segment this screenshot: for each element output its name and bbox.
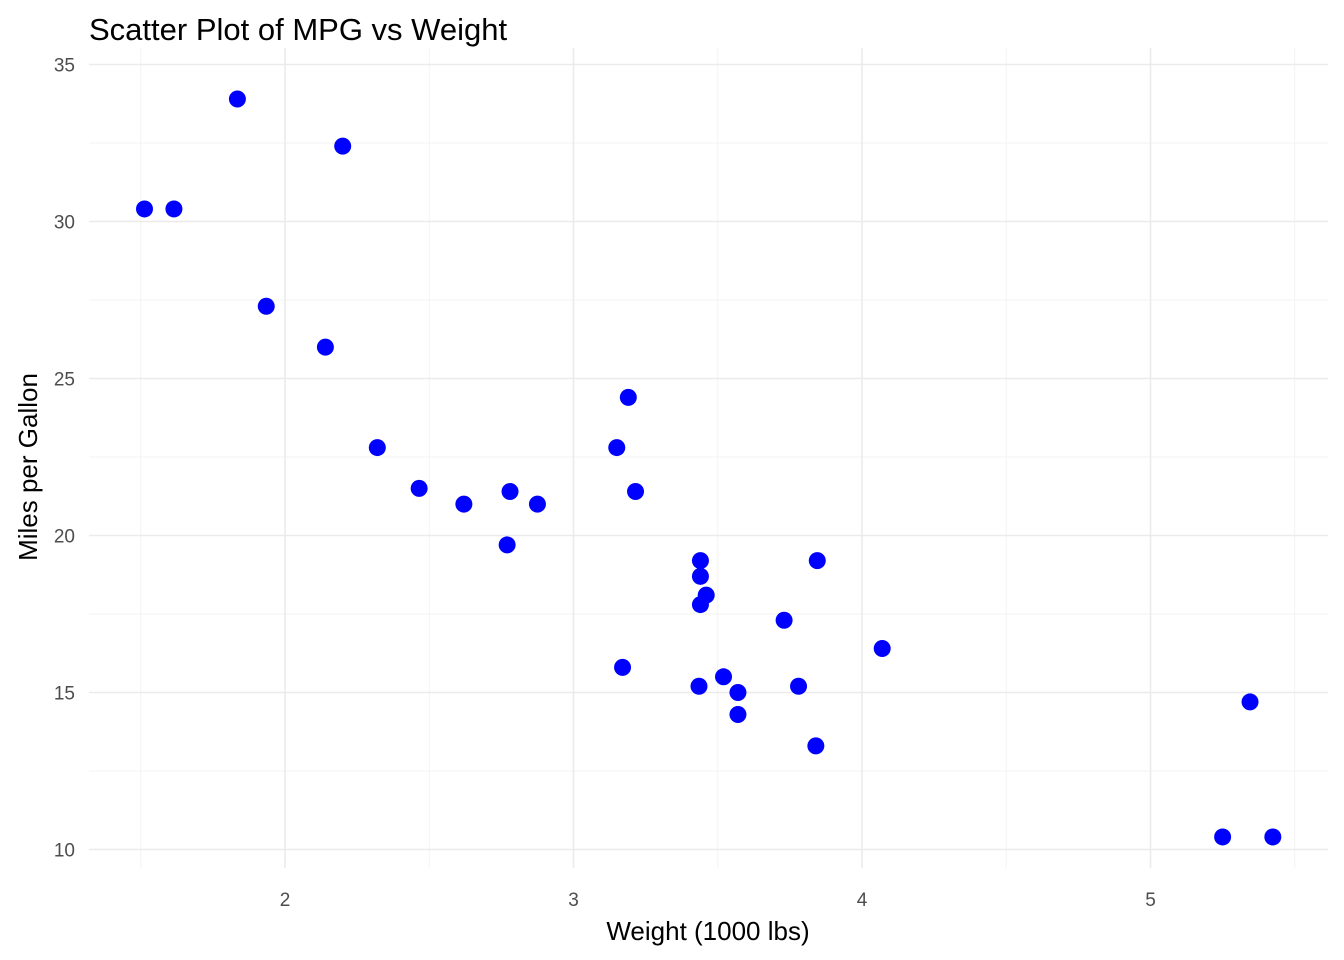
data-point — [1264, 828, 1282, 846]
x-tick-label: 2 — [280, 890, 291, 911]
data-points — [136, 90, 1282, 846]
data-point — [165, 200, 183, 218]
data-point — [528, 495, 546, 513]
data-point — [775, 611, 793, 629]
data-point — [691, 567, 709, 585]
y-axis-title: Miles per Gallon — [13, 373, 43, 561]
data-point — [257, 297, 275, 315]
y-tick-label: 15 — [54, 684, 75, 705]
minor-gridlines — [89, 48, 1328, 868]
y-tick-label: 10 — [54, 841, 75, 862]
y-tick-label: 20 — [54, 527, 75, 548]
data-point — [808, 552, 826, 570]
data-point — [873, 640, 891, 658]
data-point — [228, 90, 246, 108]
data-point — [136, 200, 154, 218]
data-point — [619, 388, 637, 406]
data-point — [807, 737, 825, 755]
x-tick-labels: 2 3 4 5 — [280, 890, 1156, 911]
data-point — [729, 684, 747, 701]
data-point — [1241, 693, 1259, 711]
data-point — [455, 495, 473, 513]
chart-title: Scatter Plot of MPG vs Weight — [89, 12, 507, 47]
data-point — [498, 536, 516, 554]
data-point — [691, 596, 709, 614]
data-point — [501, 483, 519, 501]
data-point — [608, 439, 626, 457]
x-tick-label: 4 — [857, 890, 868, 911]
data-point — [729, 705, 747, 723]
data-point — [368, 439, 386, 457]
data-point — [627, 483, 645, 501]
data-point — [690, 677, 708, 695]
data-point — [715, 668, 733, 686]
data-point — [316, 338, 334, 356]
data-point — [410, 479, 428, 497]
y-tick-label: 25 — [54, 370, 75, 391]
data-point — [790, 677, 808, 695]
x-axis-title: Weight (1000 lbs) — [606, 916, 809, 946]
x-tick-label: 3 — [568, 890, 579, 911]
y-tick-label: 30 — [54, 213, 75, 234]
y-tick-label: 35 — [54, 56, 75, 77]
y-tick-labels: 10 15 20 25 30 35 — [54, 56, 75, 862]
major-gridlines — [89, 48, 1328, 868]
data-point — [691, 552, 709, 570]
data-point — [614, 658, 632, 676]
data-point — [1214, 828, 1232, 846]
data-point — [334, 137, 352, 155]
x-tick-label: 5 — [1145, 890, 1156, 911]
